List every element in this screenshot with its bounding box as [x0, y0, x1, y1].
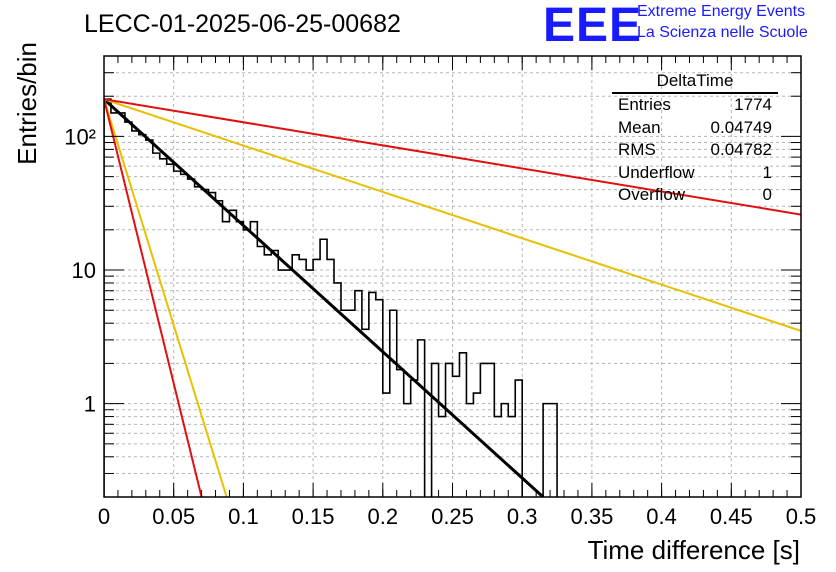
stats-value: 0.04749: [710, 117, 772, 137]
histogram-bin: [257, 247, 264, 497]
histogram-bin: [543, 404, 550, 497]
histogram-bin: [188, 179, 195, 497]
histogram-bin: [229, 210, 236, 497]
histogram-bin: [404, 404, 411, 497]
histogram-bin: [216, 201, 223, 497]
histogram-bin: [355, 291, 362, 497]
histogram-bin: [550, 404, 557, 497]
stats-label: RMS: [618, 140, 656, 159]
eee-logo: EEE: [543, 0, 643, 52]
stats-box: DeltaTime Entries 1774 Mean 0.04749 RMS …: [612, 70, 778, 207]
histogram-bin: [327, 259, 334, 497]
histogram-bin: [104, 99, 111, 497]
stats-label: Entries: [618, 95, 671, 114]
axis-layer: 0 0.05 0.1 0.15 0.2 0.25 0.3 0.35 0.4 0.45 0.51101…: [64, 55, 817, 529]
histogram-bin: [299, 259, 306, 497]
x-tick-label: 0.4: [646, 504, 677, 529]
fit-curve-3: [104, 98, 801, 216]
x-tick-label: 0.15: [292, 504, 335, 529]
logo-subtitle-2: La Scienza nelle Scuole: [637, 24, 808, 41]
stats-value: 0: [762, 185, 772, 204]
histogram-bin: [285, 270, 292, 497]
fit-curve-1: [104, 98, 801, 332]
x-tick-label: 0: [98, 504, 110, 529]
fit-curves-layer: [104, 98, 801, 497]
stats-row-rms: RMS 0.04782: [612, 139, 778, 162]
histogram-bin: [480, 363, 487, 497]
histogram-outline: [104, 98, 558, 497]
stats-label: Mean: [618, 117, 661, 137]
y-tick-label: 10: [72, 258, 96, 283]
x-tick-label: 0.2: [368, 504, 399, 529]
histogram-bin: [167, 164, 174, 497]
logo-subtitle-1: Extreme Energy Events: [637, 3, 806, 20]
x-tick-label: 0.05: [152, 504, 195, 529]
stats-value: 1774: [734, 95, 772, 114]
histogram-bin: [278, 270, 285, 497]
histogram-bin: [111, 113, 118, 497]
stats-row-entries: Entries 1774: [612, 94, 778, 117]
histogram-bin: [376, 300, 383, 497]
histogram-bin: [411, 380, 418, 497]
stats-title: DeltaTime: [612, 70, 778, 94]
x-tick-label: 0.5: [786, 504, 817, 529]
histogram-bin: [473, 393, 480, 497]
histogram-bin: [362, 329, 369, 497]
histogram-bin: [334, 283, 341, 497]
fit-curve-0: [104, 98, 545, 497]
histogram-bin: [236, 222, 243, 497]
histogram-bin: [250, 222, 257, 497]
y-axis-label: Entries/bin: [12, 42, 42, 165]
histogram-bin: [181, 174, 188, 497]
histogram-bin: [306, 270, 313, 497]
histogram-bin: [501, 404, 508, 497]
x-tick-label: 0.1: [228, 504, 259, 529]
histogram-bin: [515, 380, 522, 497]
histogram-bin: [271, 251, 278, 497]
histogram-bin: [132, 131, 139, 497]
stats-label: Underflow: [618, 162, 695, 182]
stats-value: 0.04782: [710, 140, 772, 159]
y-tick-label: 10²: [64, 124, 96, 149]
x-tick-label: 0.3: [507, 504, 538, 529]
fit-curve-2: [104, 98, 228, 497]
stats-row-underflow: Underflow 1: [612, 162, 778, 185]
histogram-bin: [432, 363, 439, 497]
stats-label: Overflow: [618, 185, 686, 204]
x-tick-label: 0.25: [431, 504, 474, 529]
histogram-layer: [104, 98, 558, 497]
histogram-bin: [487, 363, 494, 497]
histogram-bin: [202, 190, 209, 497]
x-axis-label: Time difference [s]: [588, 535, 800, 565]
stats-row-overflow: Overflow 0: [612, 184, 778, 207]
fit-curve-4: [104, 98, 203, 497]
histogram-bin: [320, 239, 327, 497]
run-title: LECC-01-2025-06-25-00682: [84, 10, 401, 38]
histogram-bin: [466, 404, 473, 497]
histogram-bin: [222, 222, 229, 497]
histogram-bin: [139, 135, 146, 497]
histogram-bin: [383, 393, 390, 497]
y-tick-label: 1: [84, 392, 96, 417]
x-tick-label: 0.45: [710, 504, 753, 529]
stats-row-mean: Mean 0.04749: [612, 117, 778, 140]
histogram-bin: [195, 187, 202, 497]
x-tick-label: 0.35: [570, 504, 613, 529]
stats-value: 1: [762, 162, 772, 182]
histogram-bin: [446, 363, 453, 497]
histogram-bin: [453, 376, 460, 497]
